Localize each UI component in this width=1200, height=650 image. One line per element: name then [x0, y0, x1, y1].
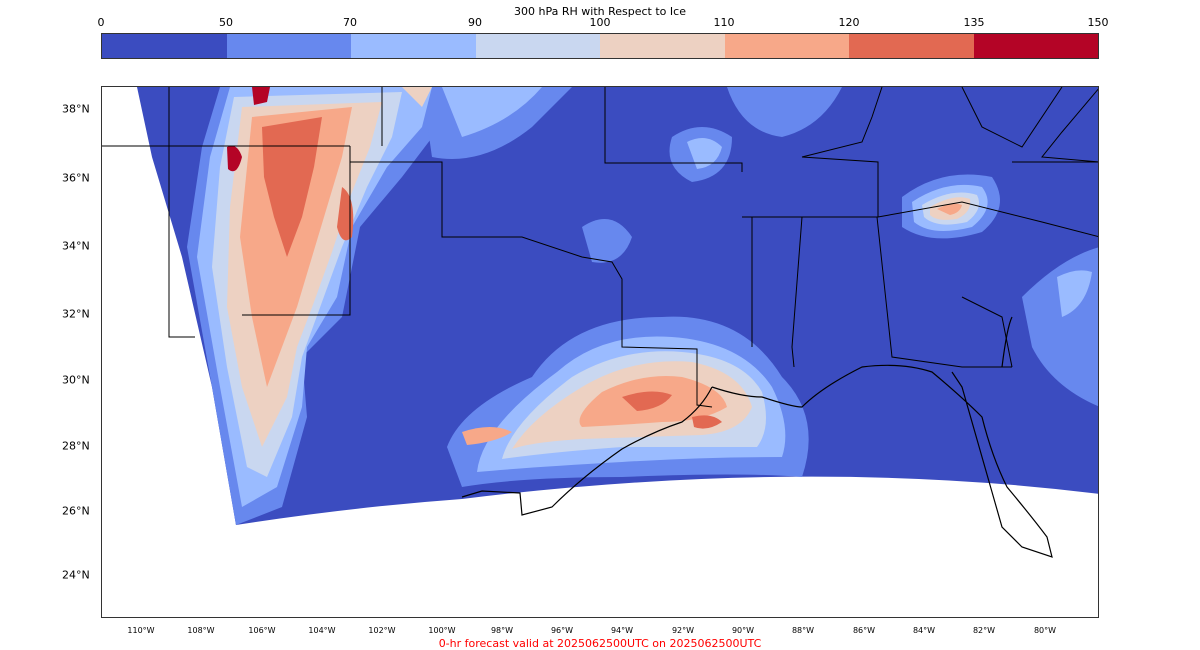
colorbar-segment-70-90	[351, 34, 476, 58]
lon-label: 84°W	[912, 626, 936, 635]
rh-band-135-150	[227, 87, 270, 172]
colorbar-tick-label: 135	[963, 16, 985, 29]
lat-label: 38°N	[62, 102, 90, 116]
colorbar	[101, 33, 1099, 59]
colorbar-tick-label: 100	[589, 16, 611, 29]
state-boundaries	[102, 87, 1098, 408]
lat-label: 36°N	[62, 171, 90, 185]
forecast-valid-caption: 0-hr forecast valid at 2025062500UTC on …	[438, 637, 762, 650]
map-panel	[101, 86, 1099, 618]
colorbar-segment-100-110	[600, 34, 725, 58]
colorbar-segment-110-120	[724, 34, 849, 58]
lat-label: 34°N	[62, 239, 90, 253]
lon-label: 110°W	[127, 626, 155, 635]
lon-label: 96°W	[550, 626, 574, 635]
lon-label: 108°W	[187, 626, 215, 635]
lon-label: 104°W	[308, 626, 336, 635]
colorbar-tick-label: 50	[219, 16, 233, 29]
lon-label: 102°W	[368, 626, 396, 635]
colorbar-tick-label: 150	[1087, 16, 1109, 29]
lon-label: 100°W	[428, 626, 456, 635]
colorbar-tick-label: 110	[713, 16, 735, 29]
colorbar-segment-0-50	[102, 34, 227, 58]
colorbar-segment-90-100	[475, 34, 600, 58]
lon-label: 80°W	[1033, 626, 1057, 635]
lon-label: 92°W	[671, 626, 695, 635]
colorbar-segment-120-135	[849, 34, 974, 58]
colorbar-tick-label: 70	[343, 16, 357, 29]
colorbar-segment-135-150	[973, 34, 1098, 58]
coastline	[461, 316, 1053, 558]
lat-label: 24°N	[62, 568, 90, 582]
lon-label: 98°W	[490, 626, 514, 635]
colorbar-tick-label: 0	[97, 16, 105, 29]
lon-label: 82°W	[972, 626, 996, 635]
rh-map-svg	[102, 87, 1098, 558]
lon-label: 90°W	[731, 626, 755, 635]
lon-label: 94°W	[610, 626, 634, 635]
lon-label: 88°W	[791, 626, 815, 635]
colorbar-title: 300 hPa RH with Respect to Ice	[514, 5, 686, 18]
lon-label: 106°W	[248, 626, 276, 635]
colorbar-segment-50-70	[226, 34, 351, 58]
lat-label: 30°N	[62, 373, 90, 387]
lat-label: 32°N	[62, 307, 90, 321]
rh-band-120-135	[262, 117, 722, 429]
lon-label: 86°W	[852, 626, 876, 635]
lat-label: 26°N	[62, 504, 90, 518]
colorbar-tick-label: 120	[838, 16, 860, 29]
colorbar-tick-label: 90	[468, 16, 482, 29]
lat-label: 28°N	[62, 439, 90, 453]
